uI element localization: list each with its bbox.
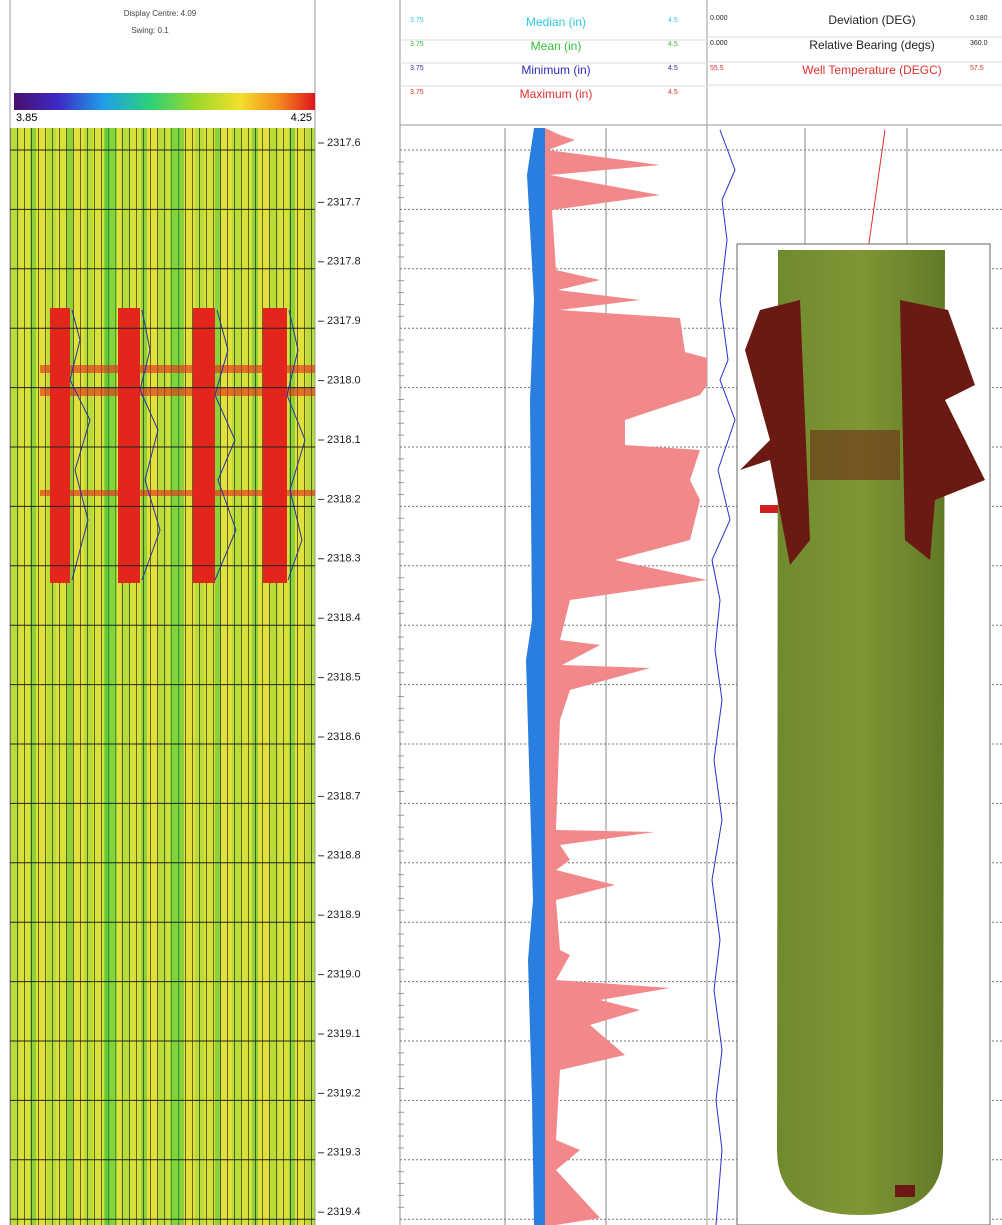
curve-max: 57.5 <box>970 65 984 72</box>
curve-min: 3.75 <box>410 17 424 24</box>
depth-label: 2319.4 <box>327 1206 361 1218</box>
depth-label: 2317.6 <box>327 137 361 149</box>
depth-label: 2318.8 <box>327 850 361 862</box>
depth-label: 2318.9 <box>327 909 361 921</box>
display-centre: Display Centre: 4.09 <box>124 9 197 18</box>
scale-min: 3.85 <box>16 112 37 124</box>
depth-label: 2318.5 <box>327 672 361 684</box>
image-band <box>170 128 180 1225</box>
depth-label: 2318.3 <box>327 553 361 565</box>
curve-name: Minimum (in) <box>521 63 590 77</box>
curve-max: 4.5 <box>668 17 678 24</box>
minimum-fill <box>526 128 545 1225</box>
curve-name: Relative Bearing (degs) <box>809 38 934 52</box>
curve-max: 4.5 <box>668 65 678 72</box>
image-features <box>40 308 315 583</box>
depth-label: 2319.1 <box>327 1028 361 1040</box>
depth-label: 2318.0 <box>327 375 361 387</box>
relative-bearing-curve <box>711 129 736 1225</box>
curve-max: 360.0 <box>970 40 988 47</box>
curve-min: 3.75 <box>410 65 424 72</box>
depth-label: 2319.0 <box>327 969 361 981</box>
borehole-features <box>740 300 985 1197</box>
curve-max: 4.5 <box>668 89 678 96</box>
curve-min: 0.000 <box>710 40 728 47</box>
depth-label: 2318.6 <box>327 731 361 743</box>
image-band <box>105 128 117 1225</box>
curve-max: 4.5 <box>668 41 678 48</box>
temperature-curve <box>867 129 886 251</box>
depth-label: 2317.7 <box>327 196 361 208</box>
curve-min: 3.75 <box>410 41 424 48</box>
curve-min: 55.5 <box>710 65 724 72</box>
swing: Swing: 0.1 <box>131 26 169 35</box>
depth-label: 2319.2 <box>327 1087 361 1099</box>
depth-label: 2318.4 <box>327 612 361 624</box>
curve-name: Maximum (in) <box>520 87 593 101</box>
curve-name: Mean (in) <box>531 39 582 53</box>
borehole-image <box>777 250 945 1215</box>
depth-label: 2318.2 <box>327 493 361 505</box>
depth-label: 2318.7 <box>327 790 361 802</box>
track-headers: 3.75 Median (in) 4.5 3.75 Mean (in) 4.5 3.75 Mi… <box>410 13 988 101</box>
depth-label: 2317.9 <box>327 315 361 327</box>
maximum-fill <box>545 128 707 1225</box>
color-scale <box>14 93 315 110</box>
scale-max: 4.25 <box>291 112 312 124</box>
curve-name: Well Temperature (DEGC) <box>802 63 942 77</box>
depth-label: 2319.3 <box>327 1147 361 1159</box>
curve-name: Median (in) <box>526 15 586 29</box>
depth-label: 2318.1 <box>327 434 361 446</box>
curve-name: Deviation (DEG) <box>828 13 915 27</box>
depth-label: 2317.8 <box>327 256 361 268</box>
curve-min: 0.000 <box>710 15 728 22</box>
image-traces <box>69 309 306 581</box>
curve-min: 3.75 <box>410 89 424 96</box>
curve-max: 0.180 <box>970 15 988 22</box>
